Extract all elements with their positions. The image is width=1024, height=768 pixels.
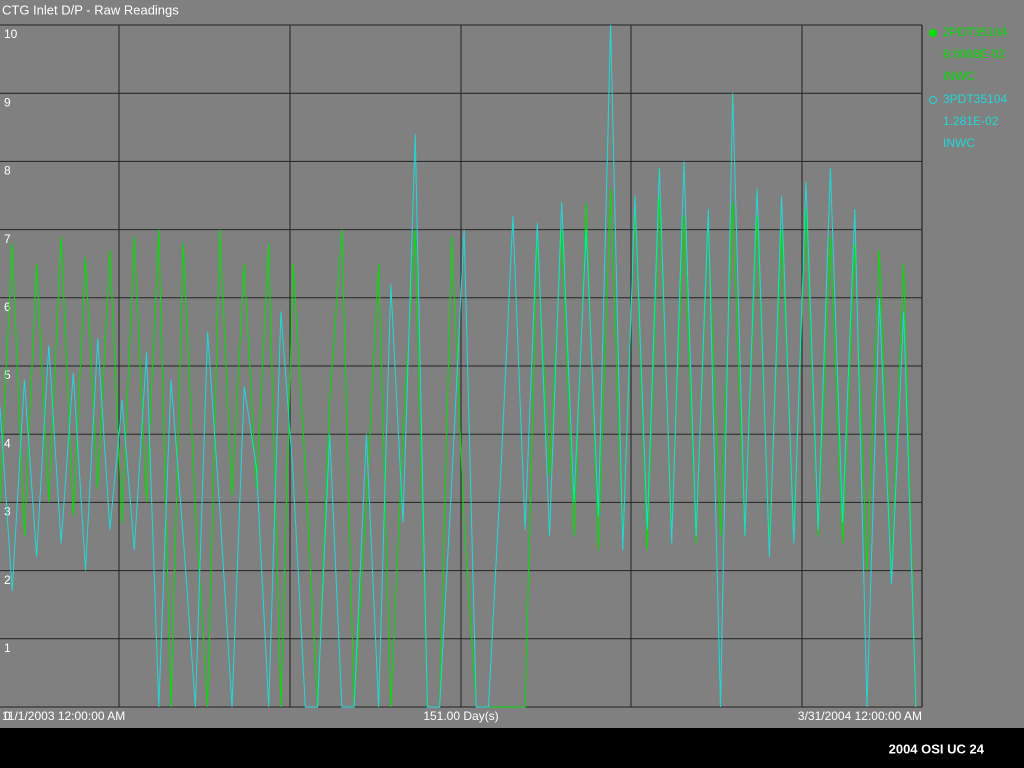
y-tick-label: 2 bbox=[4, 573, 11, 587]
y-tick-label: 10 bbox=[4, 27, 18, 41]
chart-title: CTG Inlet D/P - Raw Readings bbox=[2, 2, 179, 17]
legend-value: 1.281E-02 bbox=[943, 114, 999, 128]
y-tick-label: 4 bbox=[4, 436, 11, 450]
y-tick-label: 5 bbox=[4, 368, 11, 382]
y-tick-label: 7 bbox=[4, 232, 11, 246]
legend-name: 2PDT35104 bbox=[943, 25, 1007, 39]
y-tick-label: 9 bbox=[4, 95, 11, 109]
legend-unit: INWC bbox=[943, 69, 975, 83]
y-tick-label: 8 bbox=[4, 164, 11, 178]
x-end-label: 3/31/2004 12:00:00 AM bbox=[798, 709, 922, 723]
x-span-label: 151.00 Day(s) bbox=[423, 709, 498, 723]
panel bbox=[0, 0, 1024, 728]
legend-marker bbox=[929, 29, 937, 37]
y-tick-label: 0 bbox=[4, 709, 11, 723]
y-tick-label: 6 bbox=[4, 300, 11, 314]
footer: 2004 OSI UC 24 bbox=[889, 741, 985, 756]
legend-name: 3PDT35104 bbox=[943, 92, 1007, 106]
y-tick-label: 1 bbox=[4, 641, 11, 655]
legend-value: 8.0068E-02 bbox=[943, 47, 1005, 61]
legend-marker bbox=[929, 96, 937, 104]
legend-unit: INWC bbox=[943, 136, 975, 150]
series-line bbox=[0, 24, 917, 708]
y-tick-label: 3 bbox=[4, 505, 11, 519]
footer-bar bbox=[0, 728, 1024, 768]
x-start-label: 11/1/2003 12:00:00 AM bbox=[2, 709, 125, 723]
